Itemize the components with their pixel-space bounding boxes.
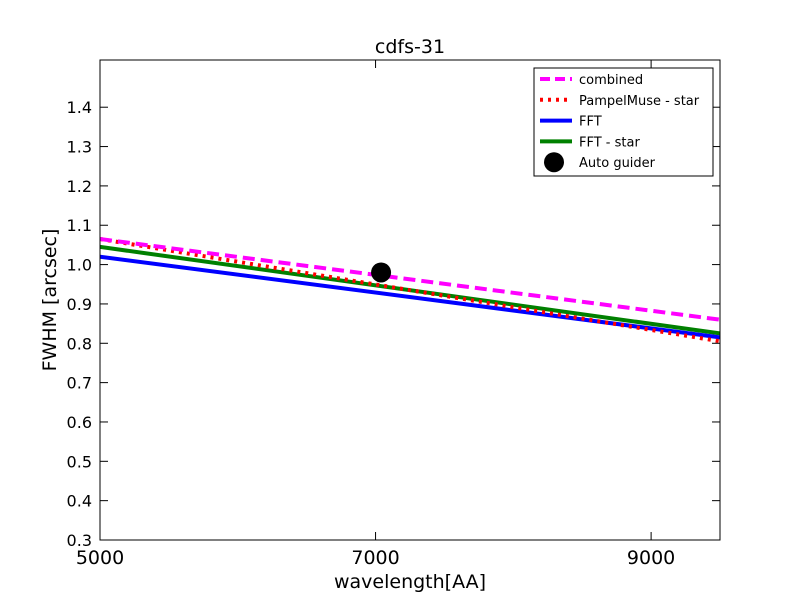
series-line-combined bbox=[100, 237, 720, 322]
legend-label-fft: FFT bbox=[579, 115, 602, 130]
legend-label-fft-star: FFT - star bbox=[579, 135, 640, 150]
y-tick-label: 1.0 bbox=[67, 256, 92, 275]
legend: combined PampelMuse - star FFT FFT - star Au… bbox=[533, 67, 714, 177]
data-point-auto-guider bbox=[371, 262, 392, 283]
y-tick-label: 0.7 bbox=[67, 374, 92, 393]
series-line-fft bbox=[100, 254, 720, 340]
y-tick-label: 1.4 bbox=[67, 98, 92, 117]
x-tick-label: 7000 bbox=[351, 547, 399, 569]
y-tick-label: 1.3 bbox=[67, 138, 92, 157]
x-tick-label: 9000 bbox=[627, 547, 675, 569]
series-layer bbox=[100, 237, 720, 344]
y-tick-label: 0.3 bbox=[67, 531, 92, 550]
y-tick-label: 1.2 bbox=[67, 177, 92, 196]
series-line-pampelmuse-star bbox=[100, 237, 720, 344]
legend-label-combined: combined bbox=[579, 73, 643, 88]
legend-swatch-auto-guider bbox=[544, 152, 564, 173]
x-tick-label: 5000 bbox=[76, 547, 124, 569]
y-tick-label: 1.1 bbox=[67, 216, 92, 235]
y-tick-label: 0.6 bbox=[67, 413, 92, 432]
x-axis-label: wavelength[AA] bbox=[334, 571, 486, 593]
legend-label-pampelmuse-star: PampelMuse - star bbox=[579, 94, 700, 109]
y-axis-label: FWHM [arcsec] bbox=[39, 229, 61, 372]
tick-layer: 5000 7000 9000 0.3 0.4 0.5 0.6 0.7 0.8 0.9 1.0 1.1 1… bbox=[67, 60, 720, 569]
point-layer bbox=[371, 262, 392, 283]
y-tick-label: 0.5 bbox=[67, 452, 92, 471]
legend-label-auto-guider: Auto guider bbox=[579, 156, 656, 171]
plot-frame bbox=[99, 59, 721, 541]
y-tick-label: 0.8 bbox=[67, 334, 92, 353]
chart-title: cdfs-31 bbox=[375, 36, 445, 58]
y-tick-label: 0.4 bbox=[67, 492, 92, 511]
y-tick-label: 0.9 bbox=[67, 295, 92, 314]
